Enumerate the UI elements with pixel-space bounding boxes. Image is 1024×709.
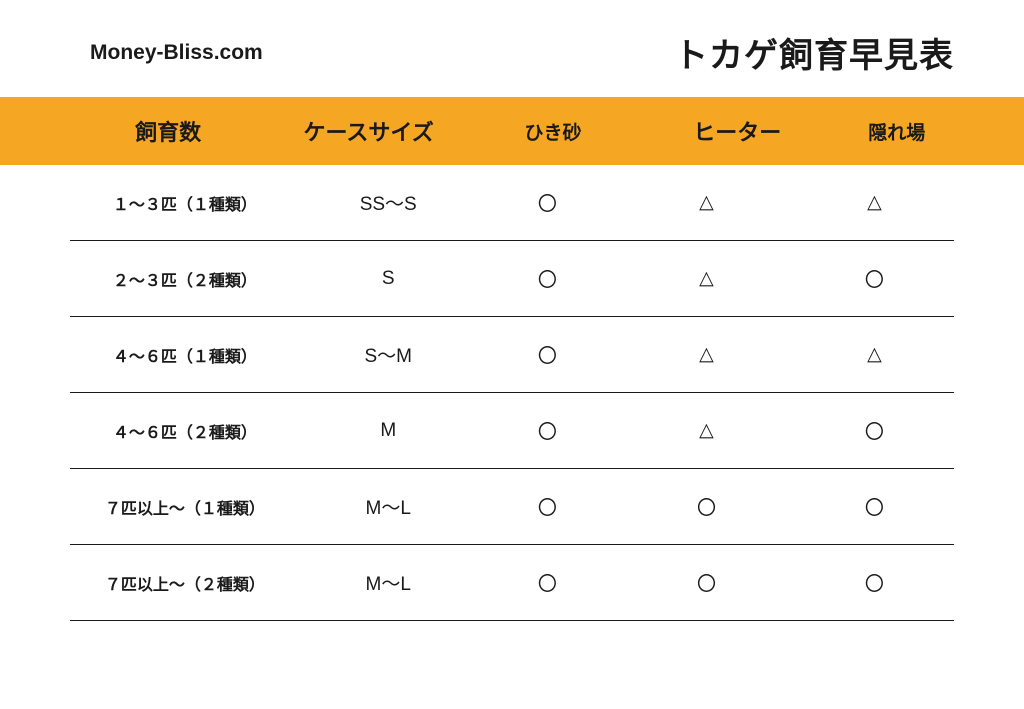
lizard-care-table: 飼育数 ケースサイズ ひき砂 ヒーター 隠れ場 １〜３匹（１種類） SS〜S 〇… xyxy=(0,97,1024,621)
table-row: ７匹以上〜（１種類） M〜L 〇 〇 〇 xyxy=(70,469,954,545)
cell-sand: 〇 xyxy=(477,189,618,216)
cell-case-size: SS〜S xyxy=(300,189,477,216)
table-row: １〜３匹（１種類） SS〜S 〇 △ △ xyxy=(70,165,954,241)
table-row: ２〜３匹（２種類） S 〇 △ 〇 xyxy=(70,241,954,317)
cell-case-size: S xyxy=(300,265,477,292)
table-header-row: 飼育数 ケースサイズ ひき砂 ヒーター 隠れ場 xyxy=(0,97,1024,165)
cell-sand: 〇 xyxy=(477,493,618,520)
cell-count: ２〜３匹（２種類） xyxy=(70,265,300,292)
cell-hideout: △ xyxy=(795,341,954,368)
cell-sand: 〇 xyxy=(477,569,618,596)
cell-count: ７匹以上〜（１種類） xyxy=(70,493,300,520)
cell-heater: △ xyxy=(618,341,795,368)
col-header-heater: ヒーター xyxy=(635,115,840,147)
table-row: ７匹以上〜（２種類） M〜L 〇 〇 〇 xyxy=(70,545,954,621)
cell-hideout: △ xyxy=(795,189,954,216)
cell-hideout: 〇 xyxy=(795,417,954,444)
cell-case-size: M〜L xyxy=(300,569,477,596)
logo-text: Money-Bliss.com xyxy=(90,41,263,65)
col-header-hideout: 隠れ場 xyxy=(840,115,1024,147)
col-header-case-size: ケースサイズ xyxy=(266,115,471,147)
cell-hideout: 〇 xyxy=(795,493,954,520)
col-header-count: 飼育数 xyxy=(0,115,266,147)
cell-heater: △ xyxy=(618,265,795,292)
table-row: ４〜６匹（２種類） M 〇 △ 〇 xyxy=(70,393,954,469)
cell-count: １〜３匹（１種類） xyxy=(70,189,300,216)
cell-hideout: 〇 xyxy=(795,569,954,596)
cell-count: ４〜６匹（２種類） xyxy=(70,417,300,444)
cell-hideout: 〇 xyxy=(795,265,954,292)
cell-heater: △ xyxy=(618,417,795,444)
cell-heater: 〇 xyxy=(618,569,795,596)
cell-case-size: S〜M xyxy=(300,341,477,368)
cell-heater: 〇 xyxy=(618,493,795,520)
cell-sand: 〇 xyxy=(477,265,618,292)
header-bar: Money-Bliss.com トカゲ飼育早見表 xyxy=(0,0,1024,97)
page-title: トカゲ飼育早見表 xyxy=(674,28,954,77)
cell-count: ７匹以上〜（２種類） xyxy=(70,569,300,596)
col-header-sand: ひき砂 xyxy=(471,115,635,147)
cell-case-size: M xyxy=(300,417,477,444)
table-row: ４〜６匹（１種類） S〜M 〇 △ △ xyxy=(70,317,954,393)
cell-count: ４〜６匹（１種類） xyxy=(70,341,300,368)
cell-heater: △ xyxy=(618,189,795,216)
cell-case-size: M〜L xyxy=(300,493,477,520)
cell-sand: 〇 xyxy=(477,417,618,444)
cell-sand: 〇 xyxy=(477,341,618,368)
